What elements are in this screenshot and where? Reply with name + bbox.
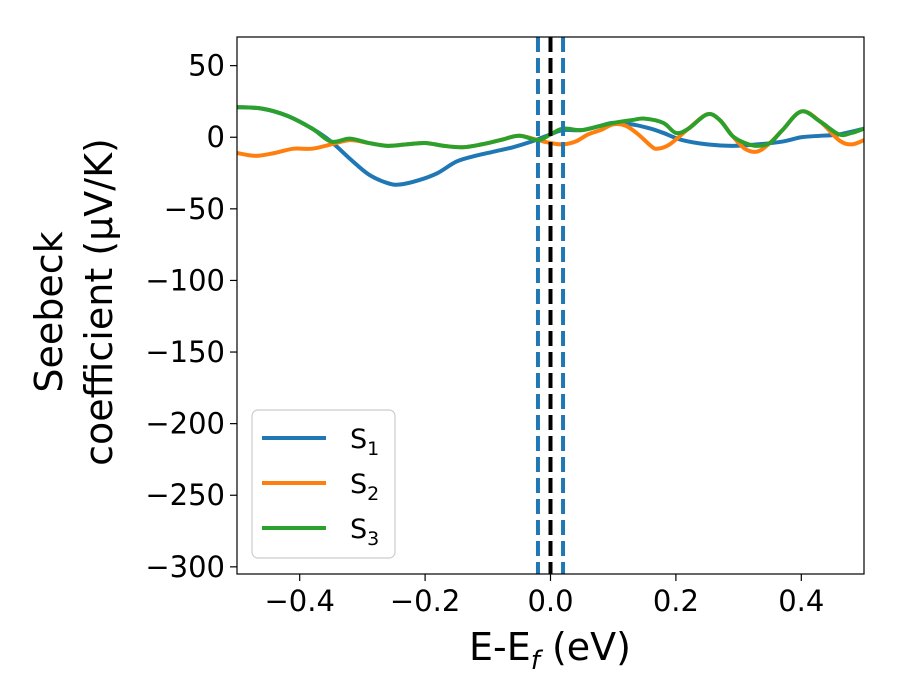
x-axis-label: E-Ef (eV) [469, 625, 631, 676]
y-tick-label: −50 [164, 192, 225, 226]
y-axis-label-line1: Seebeck [27, 231, 71, 392]
reference-lines [535, 37, 566, 574]
legend-label-s1: S1 [350, 424, 379, 460]
y-tick-label: −200 [145, 407, 225, 441]
x-tick-label: 0.2 [653, 584, 699, 618]
x-tick-label: 0.4 [778, 584, 824, 618]
x-tick-label: −0.2 [390, 584, 460, 618]
axis-ticks: −0.4 −0.2 0.0 0.2 0.4 50 0 −50 −100 −150 −200 −250 −… [145, 49, 824, 618]
y-tick-label: −300 [145, 550, 225, 584]
plot-frame [236, 36, 865, 575]
y-tick-label: 50 [188, 49, 225, 83]
legend-label-s3: S3 [350, 514, 379, 550]
series-line-s3 [237, 105, 864, 150]
legend-label-s2: S2 [350, 469, 379, 505]
y-tick-label: −100 [145, 263, 225, 297]
x-tick-label: −0.4 [264, 584, 334, 618]
y-tick-label: 0 [207, 120, 225, 154]
y-tick-label: −150 [145, 335, 225, 369]
y-tick-label: −250 [145, 478, 225, 512]
legend: S1 S2 S3 [251, 409, 396, 559]
y-axis-label-line2: coefficient (μV/K) [77, 138, 121, 466]
x-tick-label: 0.0 [527, 584, 573, 618]
